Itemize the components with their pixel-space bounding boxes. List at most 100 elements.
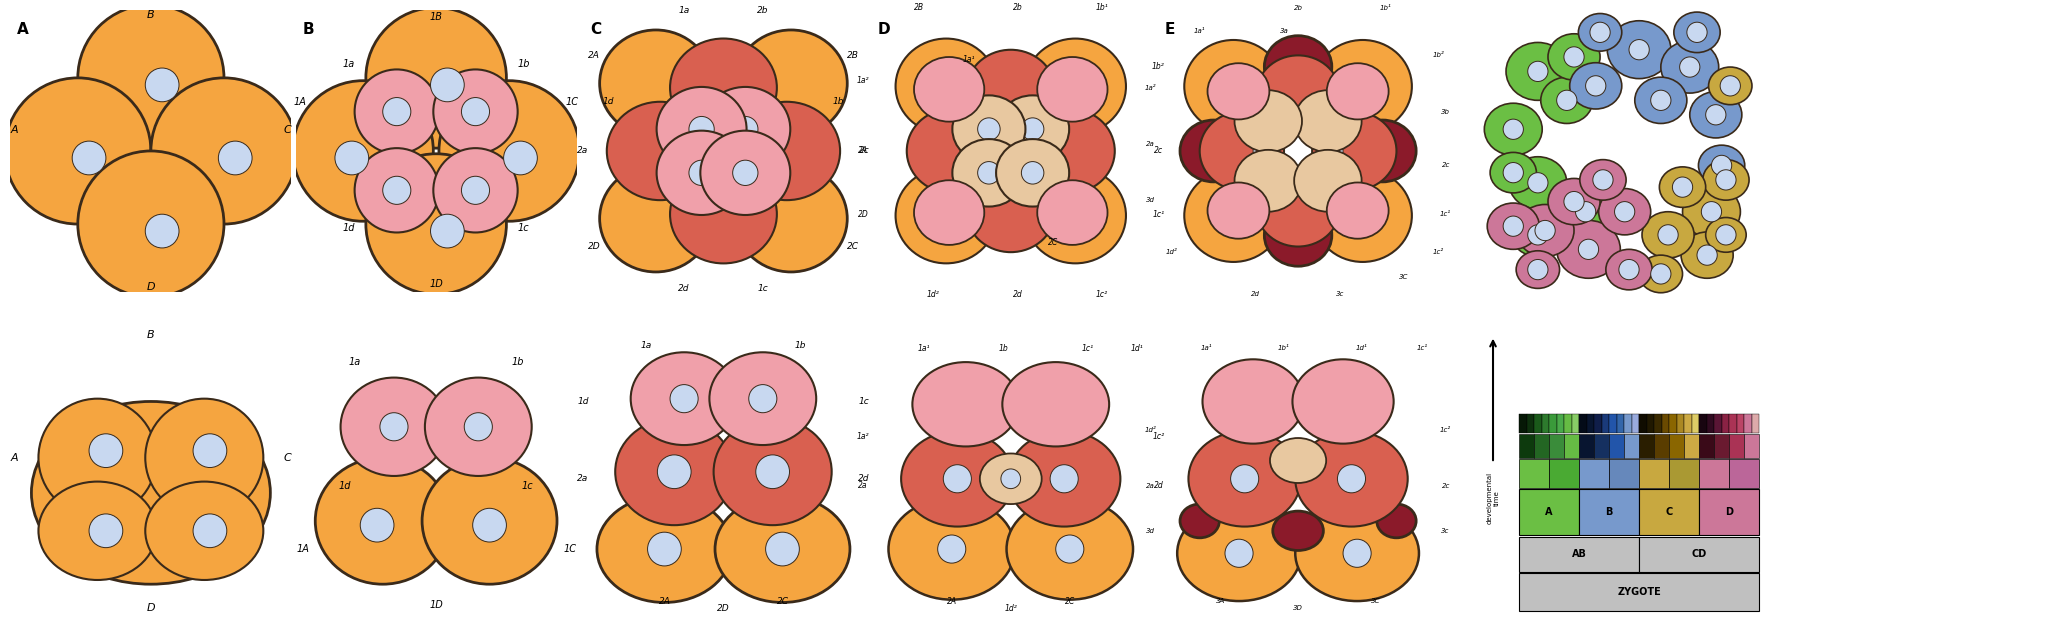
Text: 2B: 2B [847,51,858,60]
Circle shape [949,194,967,213]
Text: A: A [10,453,19,463]
Ellipse shape [316,458,451,584]
Text: 1c²: 1c² [1441,426,1451,433]
Text: 3c: 3c [1441,528,1449,534]
Circle shape [1701,201,1722,222]
Ellipse shape [1548,34,1600,80]
Bar [1579,489,1639,535]
Ellipse shape [1038,181,1108,245]
Text: A: A [10,125,19,135]
Ellipse shape [616,418,734,525]
Circle shape [748,138,773,164]
Text: 1A: 1A [296,544,310,554]
Bar [1639,489,1699,535]
Ellipse shape [1509,157,1567,209]
Text: 2A: 2A [858,147,868,155]
Circle shape [72,141,105,175]
Ellipse shape [39,482,157,580]
Text: 1b: 1b [511,357,523,367]
Circle shape [145,214,180,248]
Circle shape [335,141,368,175]
Bar [1699,459,1730,487]
Text: 1c: 1c [517,223,529,233]
Circle shape [219,141,252,175]
Circle shape [732,116,759,142]
Text: 1a: 1a [678,6,690,15]
Bar [1639,435,1654,457]
Ellipse shape [356,148,438,233]
Ellipse shape [1199,111,1284,191]
Ellipse shape [1313,40,1412,133]
Ellipse shape [1207,64,1269,120]
Text: 1d: 1d [339,481,351,491]
Text: 1A: 1A [294,97,306,107]
Ellipse shape [914,57,984,121]
Ellipse shape [1007,498,1133,599]
Text: 3d: 3d [1145,528,1155,534]
Circle shape [1590,22,1610,42]
Ellipse shape [701,87,790,171]
Text: 2D: 2D [858,209,868,219]
Bar [1519,537,1639,572]
Ellipse shape [1641,212,1695,258]
Bar [1519,415,1528,433]
Circle shape [504,141,537,175]
Bar [1616,415,1625,433]
Ellipse shape [1009,431,1120,526]
Text: 2C: 2C [1065,596,1075,606]
Ellipse shape [1683,186,1740,238]
Ellipse shape [426,377,531,476]
Text: 1a¹: 1a¹ [1195,28,1205,35]
Text: 1b: 1b [833,97,845,106]
Text: 2a: 2a [858,481,868,491]
Text: 1b: 1b [998,343,1009,353]
Circle shape [711,176,736,201]
Circle shape [1687,22,1707,42]
Ellipse shape [1517,251,1561,288]
Text: F: F [1480,6,1490,21]
Text: 1d¹: 1d¹ [1356,345,1366,351]
Ellipse shape [734,165,847,272]
Ellipse shape [1660,41,1718,93]
Circle shape [1503,216,1523,237]
Circle shape [89,514,122,548]
Ellipse shape [965,168,1056,252]
Text: 1a²: 1a² [858,432,870,441]
Text: 3c: 3c [1335,291,1344,298]
Bar [1751,415,1759,433]
Ellipse shape [1517,204,1575,257]
Bar [1548,415,1556,433]
Ellipse shape [1490,152,1536,193]
Ellipse shape [965,50,1056,134]
Circle shape [1680,57,1699,77]
Circle shape [1050,465,1079,493]
Circle shape [473,508,506,542]
Ellipse shape [657,131,746,215]
Ellipse shape [1294,150,1362,212]
Text: 1a¹: 1a¹ [963,55,976,64]
Circle shape [688,116,715,142]
Ellipse shape [1025,168,1127,264]
Text: E: E [1164,21,1174,36]
Bar [1685,415,1691,433]
Ellipse shape [912,362,1019,447]
Circle shape [765,532,800,566]
Ellipse shape [1184,40,1284,133]
Text: 3C: 3C [1399,274,1408,281]
Circle shape [1288,106,1308,128]
Circle shape [978,118,1000,140]
Text: 2a: 2a [577,147,589,155]
Text: D: D [147,603,155,613]
Ellipse shape [1025,109,1114,193]
Ellipse shape [1579,13,1623,51]
Text: 1C: 1C [562,544,577,554]
Circle shape [1528,259,1548,280]
Text: 3d: 3d [1145,197,1155,203]
Circle shape [1331,389,1356,414]
Bar [1714,415,1722,433]
Circle shape [1629,40,1649,60]
Circle shape [1240,92,1259,112]
Bar [1602,415,1608,433]
Ellipse shape [608,102,713,200]
Text: 1c²: 1c² [1096,290,1108,299]
